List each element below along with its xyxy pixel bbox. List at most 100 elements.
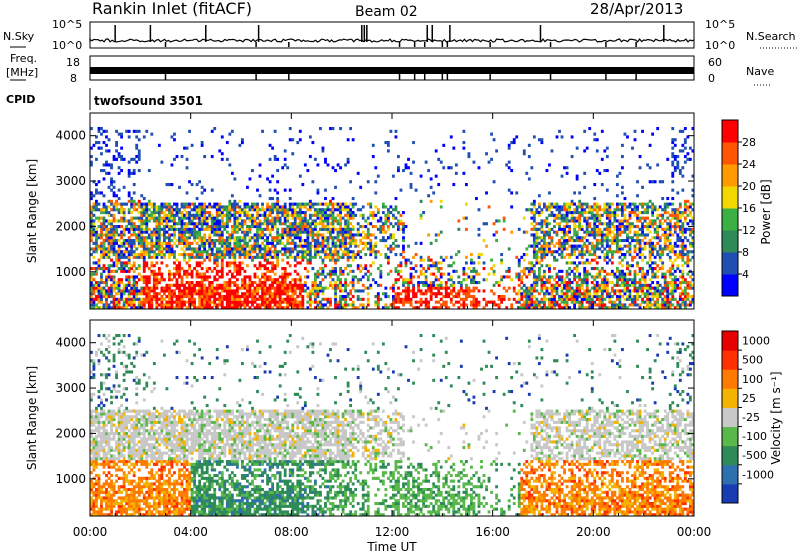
heatmap-cell <box>107 236 111 240</box>
heatmap-cell <box>434 275 438 279</box>
heatmap-cell <box>472 278 476 282</box>
heatmap-cell <box>532 244 536 248</box>
heatmap-cell <box>492 283 496 287</box>
heatmap-cell <box>225 219 229 223</box>
heatmap-cell <box>615 194 619 198</box>
heatmap-cell <box>135 283 139 287</box>
heatmap-cell <box>283 300 287 304</box>
heatmap-cell <box>419 269 423 273</box>
heatmap-cell <box>266 306 269 310</box>
heatmap-cell <box>283 216 287 220</box>
heatmap-cell <box>92 286 96 290</box>
heatmap-cell <box>600 306 604 310</box>
heatmap-cell <box>253 202 257 206</box>
heatmap-cell <box>225 286 229 290</box>
heatmap-cell <box>276 278 280 282</box>
heatmap-cell <box>354 241 358 245</box>
heatmap-cell <box>228 283 232 287</box>
heatmap-cell <box>135 297 139 301</box>
heatmap-cell <box>470 278 473 282</box>
heatmap-cell <box>575 174 579 178</box>
heatmap-cell <box>600 183 604 187</box>
heatmap-cell <box>470 275 473 279</box>
heatmap-cell <box>168 255 171 259</box>
heatmap-cell <box>246 205 249 209</box>
heatmap-cell <box>200 241 204 245</box>
heatmap-cell <box>598 241 602 245</box>
heatmap-cell <box>238 253 242 257</box>
heatmap-cell <box>628 216 632 220</box>
heatmap-cell <box>580 208 584 212</box>
heatmap-cell <box>595 239 599 243</box>
heatmap-cell <box>130 250 134 254</box>
heatmap-cell <box>266 300 269 304</box>
heatmap-cell <box>366 233 370 237</box>
heatmap-cell <box>540 211 544 215</box>
heatmap-cell <box>475 306 478 310</box>
heatmap-cell <box>170 250 174 254</box>
heatmap-cell <box>95 239 98 243</box>
heatmap-cell <box>132 157 136 161</box>
heatmap-cell <box>168 289 171 293</box>
heatmap-cell <box>258 297 262 301</box>
heatmap-cell <box>157 225 161 229</box>
heatmap-cell <box>205 211 209 215</box>
heatmap-cell <box>321 146 325 150</box>
heatmap-cell <box>517 283 521 287</box>
heatmap-cell <box>168 272 171 276</box>
heatmap-cell <box>381 306 385 310</box>
heatmap-cell <box>623 255 627 259</box>
heatmap-cell <box>190 297 194 301</box>
heatmap-cell <box>537 227 541 231</box>
heatmap-cell <box>183 292 186 296</box>
heatmap-cell <box>595 244 599 248</box>
heatmap-cell <box>107 211 111 215</box>
heatmap-cell <box>500 300 504 304</box>
heatmap-cell <box>120 230 124 234</box>
heatmap-cell <box>326 230 330 234</box>
heatmap-cell <box>633 205 637 209</box>
heatmap-cell <box>532 303 536 307</box>
heatmap-cell <box>311 239 315 243</box>
heatmap-cell <box>140 306 144 310</box>
heatmap-cell <box>331 241 335 245</box>
heatmap-cell <box>110 225 113 229</box>
heatmap-cell <box>180 241 184 245</box>
heatmap-cell <box>261 236 264 240</box>
heatmap-cell <box>507 188 511 192</box>
heatmap-cell <box>580 306 584 310</box>
heatmap-cell <box>137 303 141 307</box>
heatmap-cell <box>112 216 116 220</box>
heatmap-cell <box>371 211 375 215</box>
heatmap-cell <box>397 169 400 173</box>
heatmap-cell <box>178 227 181 231</box>
heatmap-cell <box>311 286 315 290</box>
heatmap-cell <box>233 241 237 245</box>
heatmap-cell <box>130 227 134 231</box>
heatmap-cell <box>165 202 169 206</box>
heatmap-cell <box>354 253 358 257</box>
heatmap-cell <box>580 295 584 299</box>
heatmap-cell <box>454 300 458 304</box>
heatmap-cell <box>205 225 209 229</box>
heatmap-cell <box>291 247 295 251</box>
heatmap-cell <box>359 250 363 254</box>
heatmap-cell <box>575 281 579 285</box>
heatmap-cell <box>313 292 317 296</box>
heatmap-cell <box>105 278 108 282</box>
heatmap-cell <box>495 149 498 153</box>
heatmap-cell <box>291 227 295 231</box>
heatmap-cell <box>155 227 159 231</box>
heatmap-cell <box>127 241 131 245</box>
heatmap-cell <box>346 211 350 215</box>
heatmap-cell <box>193 283 196 287</box>
heatmap-cell <box>137 267 141 271</box>
heatmap-cell <box>230 300 234 304</box>
heatmap-cell <box>427 306 431 310</box>
heatmap-cell <box>288 303 292 307</box>
heatmap-cell <box>90 286 93 290</box>
heatmap-cell <box>331 253 335 257</box>
heatmap-cell <box>535 297 539 301</box>
heatmap-cell <box>530 303 534 307</box>
heatmap-cell <box>223 289 227 293</box>
